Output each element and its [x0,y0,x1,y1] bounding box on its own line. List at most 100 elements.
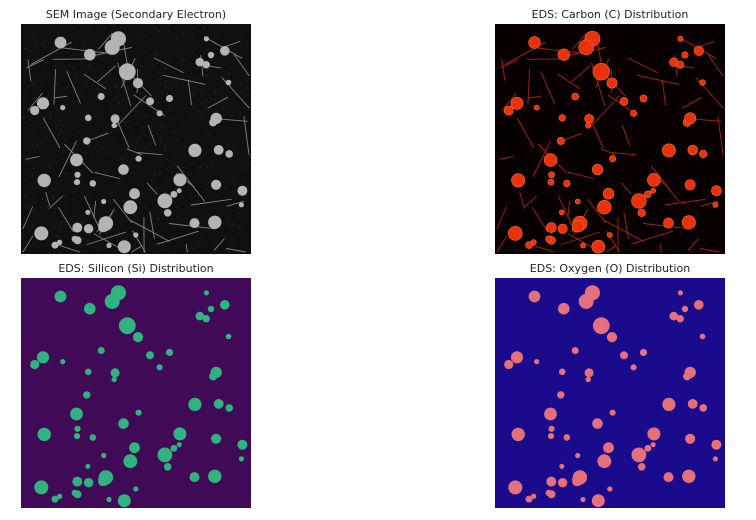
particle [548,425,555,432]
wire [681,96,703,109]
particle [557,48,570,61]
particle [609,409,616,416]
particle [220,46,230,56]
wire [226,200,245,207]
particle [208,469,222,483]
wire [243,116,250,156]
wire [116,120,130,148]
particle [548,171,555,179]
particle [545,489,552,497]
particle [644,444,652,452]
particle [188,397,202,411]
particle [211,433,222,444]
particle [237,185,248,196]
particle [208,215,222,229]
panel-title-silicon: EDS: Silicon (Si) Distribution [58,262,214,275]
particle [511,173,526,188]
particle [585,122,592,129]
silicon-map-image [21,278,251,508]
particle [546,476,557,487]
wire [636,74,680,85]
particle [574,198,581,205]
wire [225,248,246,253]
particle [591,239,606,254]
particle [170,444,178,452]
wire [131,245,142,253]
particle [619,97,629,106]
particle [89,180,97,187]
wire [708,54,724,77]
particle [30,105,40,116]
wire [130,220,170,242]
particle [684,366,696,379]
particle [133,232,139,238]
particle [188,143,202,157]
particle [60,105,66,111]
particle [37,427,51,442]
particle [547,178,555,186]
particle [146,351,154,360]
particle [146,97,154,106]
wire [185,243,188,253]
wire [149,211,155,239]
particle [60,359,66,365]
particle [83,391,91,399]
wire [61,47,107,54]
particle-layer [503,30,722,254]
wire [86,231,126,245]
particle [711,439,722,450]
image-background [21,24,251,254]
particle [630,364,637,371]
wire [501,92,517,111]
particle [70,407,83,421]
particle [650,187,656,194]
image-background [21,278,251,508]
particle [507,226,523,241]
particle [503,105,514,116]
wire [58,207,74,232]
particle [98,220,110,232]
wire [157,230,199,245]
particle [101,198,107,205]
particle [578,293,594,309]
wire [190,198,232,206]
particle [699,404,707,412]
wire [147,124,157,146]
particle [510,351,524,364]
particle [572,474,584,486]
particle [213,399,224,409]
wire [501,59,506,81]
wire [687,238,699,251]
wire [137,152,163,156]
wire [651,165,679,202]
particle [699,149,708,158]
particle [637,208,646,217]
wire [113,198,132,223]
particle [56,239,63,245]
particle [210,366,222,379]
particle [687,144,698,156]
wire [587,198,606,223]
particle [135,409,142,416]
particle [118,63,136,81]
particle [639,94,648,103]
particle [602,188,615,200]
particle [644,190,652,199]
particle [639,348,648,357]
particle [74,425,81,432]
wire [620,182,632,195]
wire [153,57,184,73]
particle [71,235,78,243]
particle [173,427,187,441]
particle [156,364,163,371]
particle [662,397,676,411]
wire [53,68,57,105]
particle [682,469,696,483]
wire [500,59,518,69]
particle [211,179,222,190]
wire [605,245,616,253]
particle [592,418,603,429]
wire [590,120,604,148]
particle [225,404,233,412]
particle [210,112,222,125]
